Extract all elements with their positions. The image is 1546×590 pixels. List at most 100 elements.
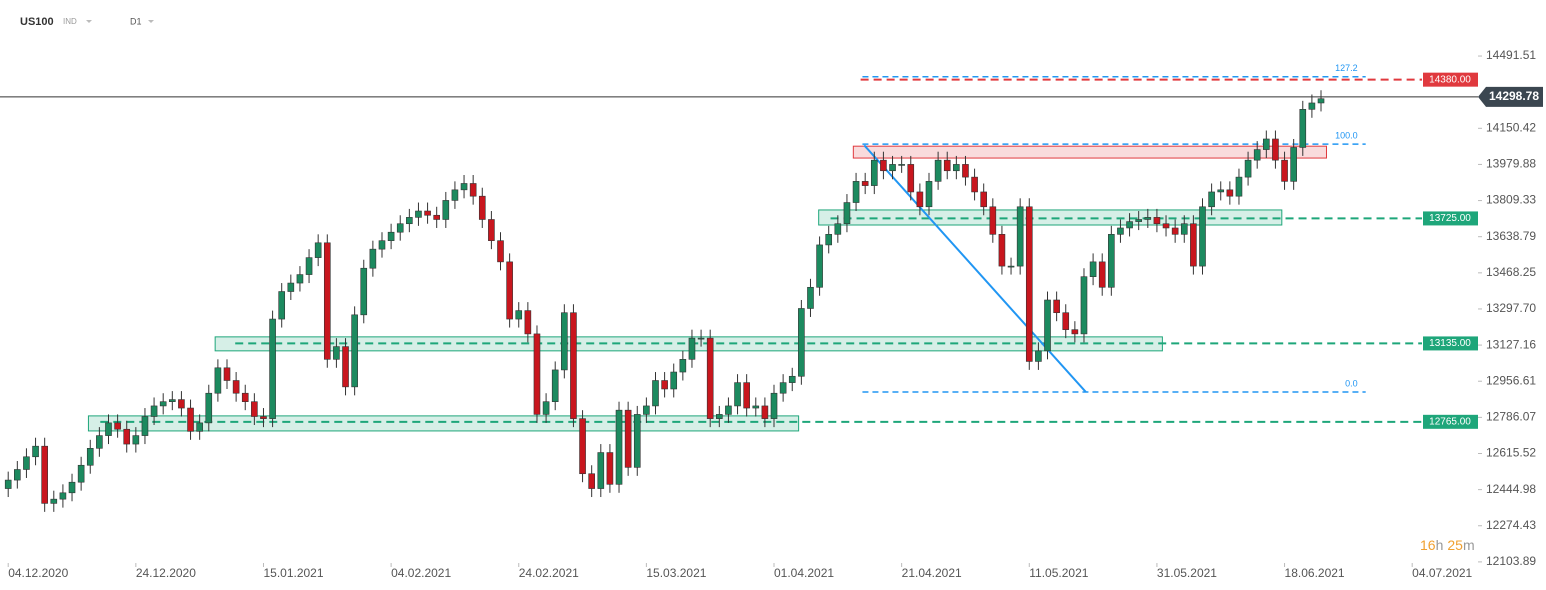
candle-body [1281,159,1288,182]
candle-body [1171,227,1179,235]
candle-body [333,346,340,360]
candle-body [870,159,878,186]
candle-body [396,223,404,233]
candle-body [369,248,377,269]
candle-body [925,181,933,208]
candle-body [1199,206,1206,267]
candle-body [788,375,796,383]
candle-body [351,314,358,388]
candle-body [1098,261,1106,288]
candle-body [1153,217,1161,225]
candle-body [469,183,477,197]
candle-body [1144,217,1152,220]
fib-label: 0.0 [1345,378,1358,388]
candle-body [360,267,368,316]
x-tick-label: 24.12.2020 [136,566,196,580]
candle-body [251,401,258,417]
candle-body [342,346,349,388]
candle-body [50,498,58,504]
candle-body [643,405,650,415]
level-label: 13135.00 [1429,338,1471,349]
candle-body [1080,276,1088,335]
candle-body [424,210,431,216]
candle-body [898,164,905,166]
price-label-box [1478,86,1543,107]
y-tick-label: 12103.89 [1486,554,1536,568]
candle-body [178,399,185,409]
dropdown-arrow[interactable] [86,20,92,23]
candle-body [387,231,395,241]
candle-body [442,200,450,220]
candle-body [524,310,532,335]
level-label-box [1423,414,1478,429]
candle-body [807,286,814,309]
timer-hours: 16 [1420,537,1436,553]
candle-body [296,274,304,284]
candle-body [624,409,632,468]
symbol[interactable]: US100 [20,16,54,28]
candle-body [633,414,641,468]
level-label: 14380.00 [1429,74,1471,85]
candle-body [1190,223,1197,267]
candle-body [761,405,769,419]
x-tick-label: 15.03.2021 [646,566,706,580]
candle-body [843,202,851,225]
x-tick-label: 11.05.2021 [1029,566,1088,580]
candle-body [743,382,750,409]
timer-unit: m [1463,537,1475,553]
timer-minutes: 25 [1447,537,1463,553]
candle-body [506,261,513,320]
candle-body [141,416,149,436]
dropdown-arrow[interactable] [148,20,154,23]
y-tick-label: 12956.61 [1486,373,1536,387]
candle-body [1044,299,1051,352]
candle-body [1290,147,1297,182]
candle-body [1253,149,1261,161]
candle-body [716,414,723,419]
candle-body [415,210,422,218]
candle-body [59,492,67,500]
level-label: 12765.00 [1429,416,1471,427]
candle-body [962,164,969,178]
candle-body [1025,206,1033,362]
level-label-box [1423,72,1478,87]
x-tick-label: 04.02.2021 [391,566,451,580]
candle-body [223,367,231,381]
candle-body [1071,329,1079,335]
candle-body [1016,206,1024,267]
x-tick-label: 18.06.2021 [1285,566,1345,580]
candle-body [615,409,623,485]
interval[interactable]: D1 [130,16,142,26]
candle-body [41,445,48,504]
candle-body [725,405,732,415]
candle-body [23,456,30,470]
candle-body [269,318,276,419]
candle-body [1226,189,1234,197]
candle-body [533,333,541,415]
candle-body [378,240,386,250]
y-tick-label: 12444.98 [1486,482,1536,496]
candle-body [579,418,586,475]
candle-body [1208,191,1215,208]
candle-body [734,382,741,407]
candle-body [889,164,896,172]
candle-body [606,452,614,485]
fib-label: 127.2 [1335,63,1358,73]
candle-body [132,435,140,445]
zone [87,415,800,432]
candle-body [1235,176,1243,197]
plot-area: 14491.51 14150.42 13979.88 13809.33 13638.79… [0,48,1543,580]
x-tick-label: 04.12.2020 [8,566,68,580]
candle-body [4,479,12,489]
candle-body [852,181,860,203]
candle-body [196,422,203,432]
candle-body [861,181,869,186]
candle-body [551,369,559,402]
candle-body [260,416,267,419]
candle-body [1126,221,1133,229]
candle-body [32,445,39,458]
candle-body [989,206,997,235]
candle-body [488,219,495,241]
candle-body [679,359,687,373]
